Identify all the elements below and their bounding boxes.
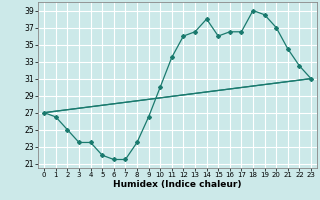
X-axis label: Humidex (Indice chaleur): Humidex (Indice chaleur) [113,180,242,189]
